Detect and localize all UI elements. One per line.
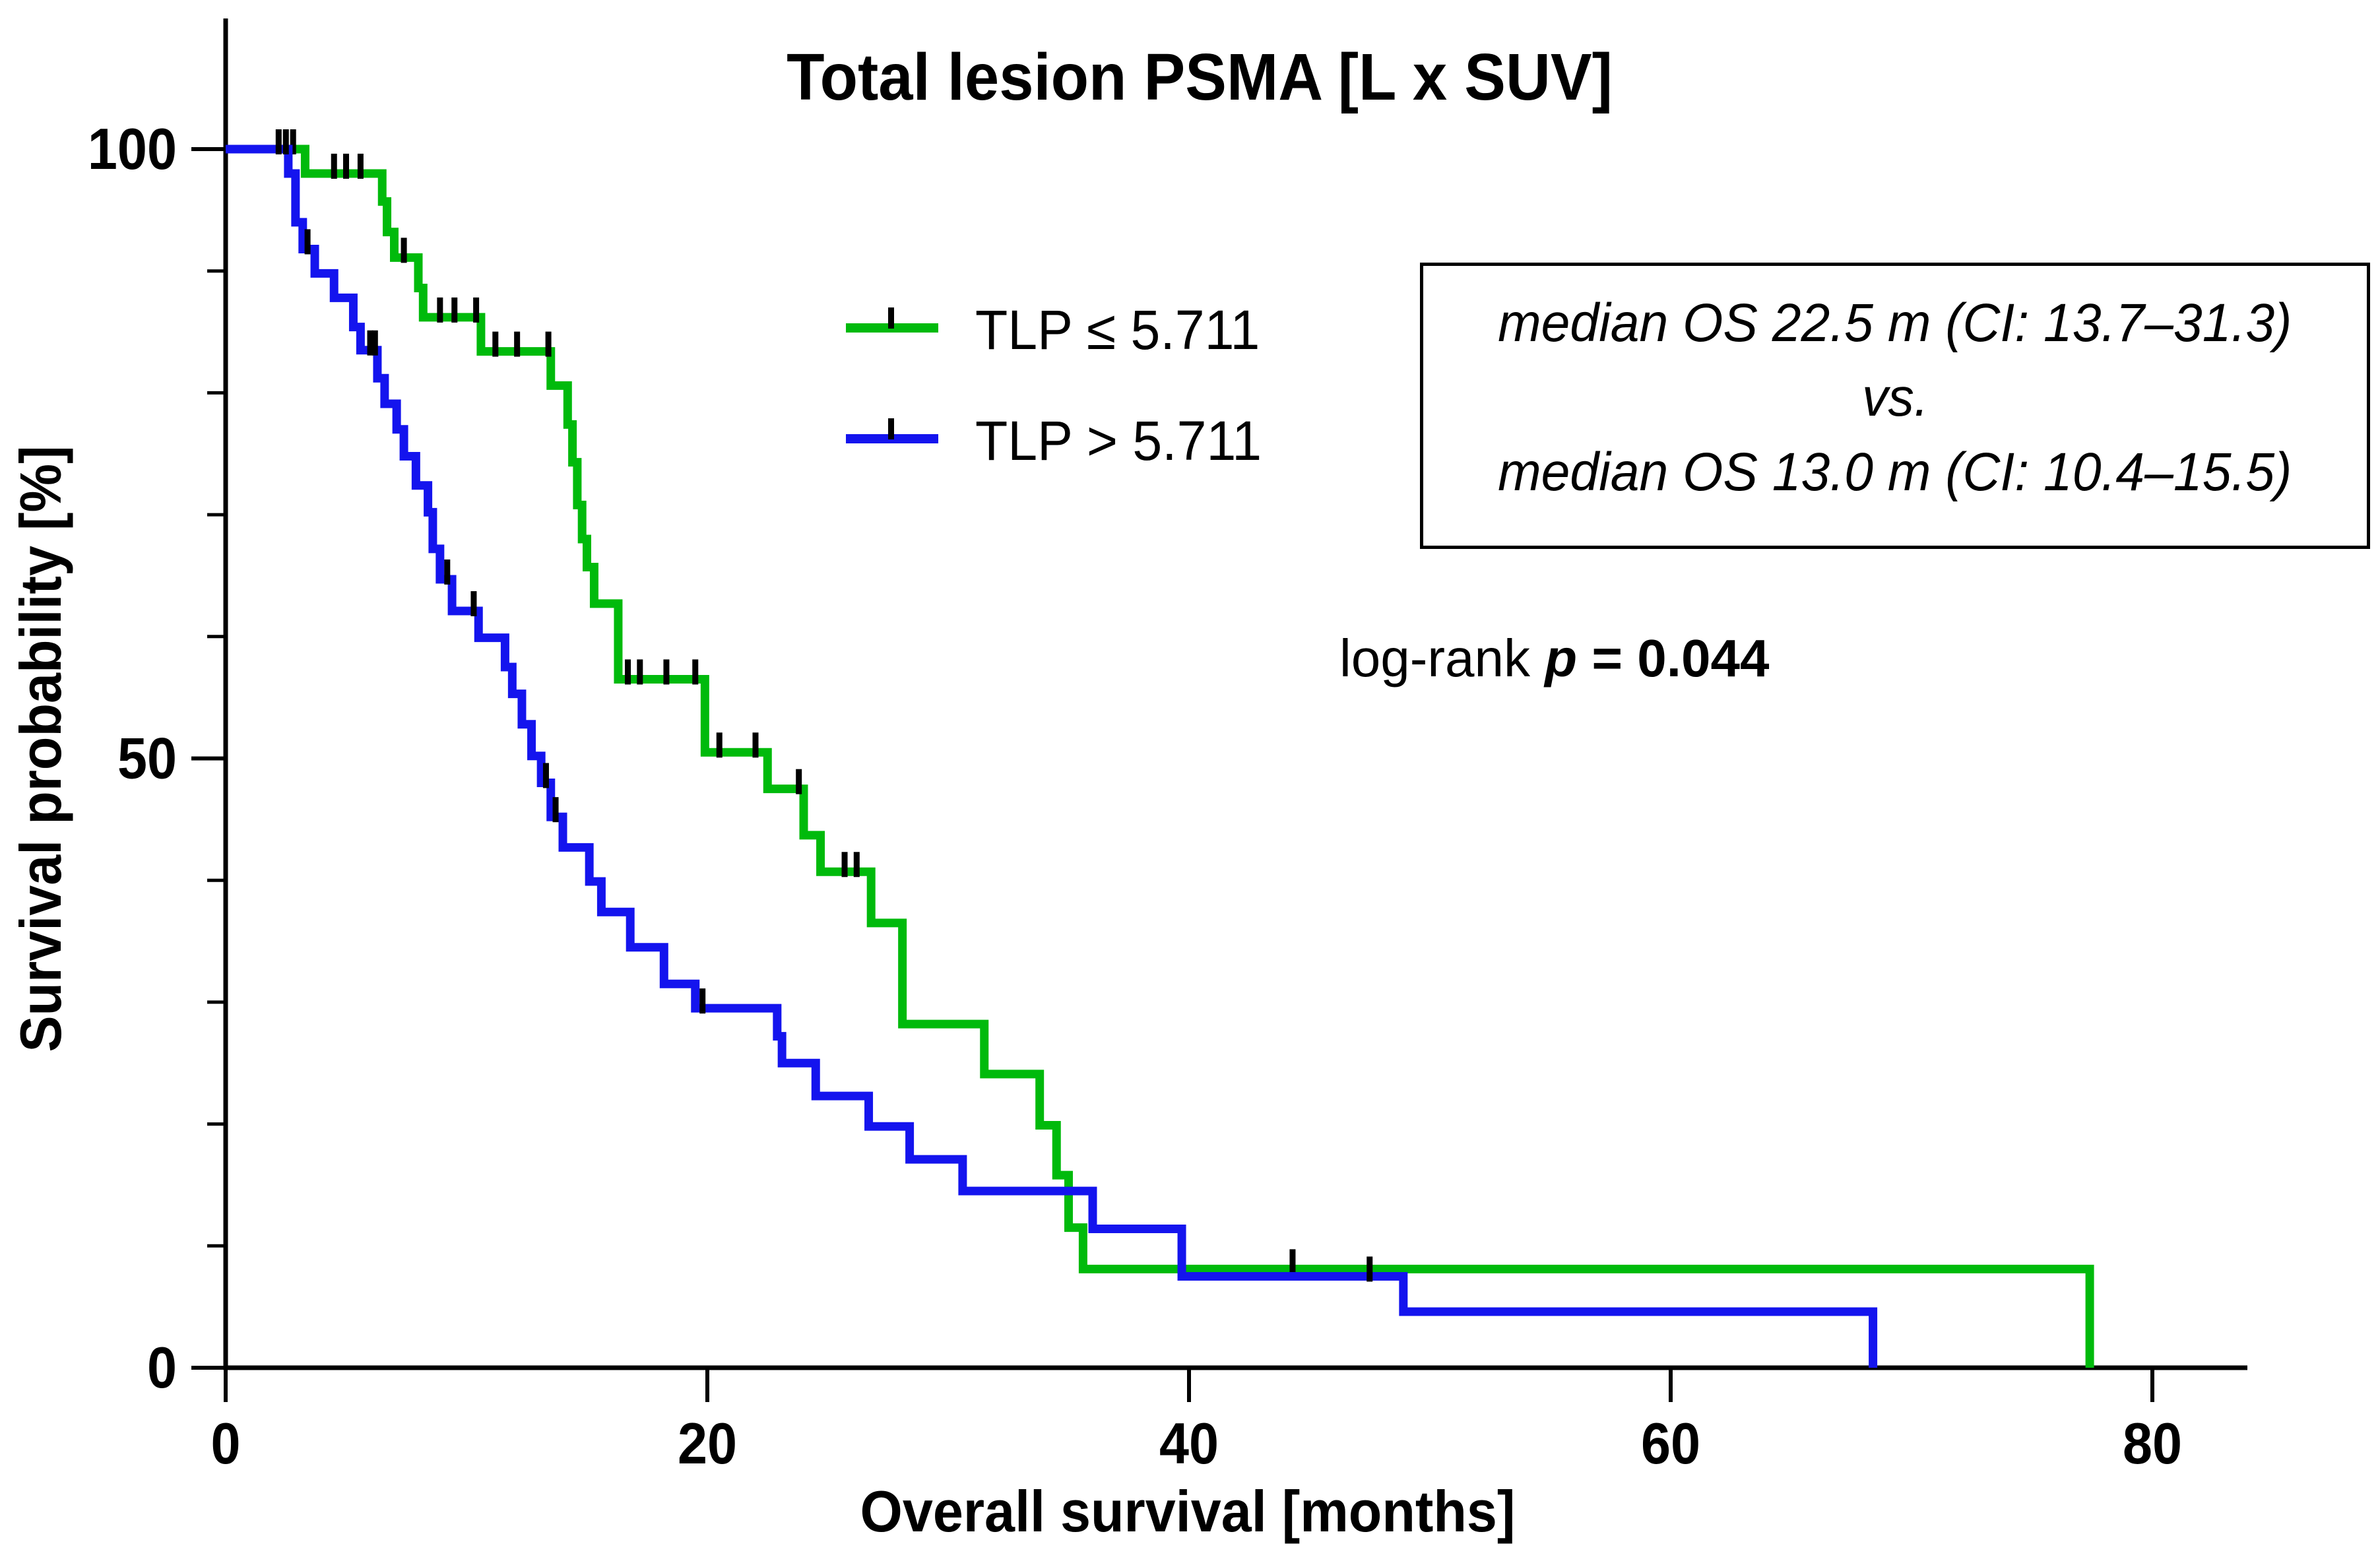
censor-tick-tlp-low-2 <box>343 153 349 179</box>
censor-tick-tlp-low-1 <box>331 153 337 179</box>
censor-tick-tlp-low-8 <box>492 331 499 357</box>
y-tick-label-50: 50 <box>117 725 177 790</box>
y-tick-label-100: 100 <box>88 116 177 181</box>
censor-tick-tlp-high-8 <box>552 797 559 823</box>
x-tick-label-80: 80 <box>2123 1411 2182 1476</box>
censor-tick-tlp-high-2 <box>304 229 311 255</box>
censor-tick-tlp-low-10 <box>545 331 552 357</box>
censor-tick-tlp-low-15 <box>716 732 723 758</box>
y-tick-label-0: 0 <box>147 1335 177 1400</box>
censor-tick-tlp-high-7 <box>542 763 549 788</box>
censor-tick-tlp-high-9 <box>699 988 706 1014</box>
median-os-line-2: median OS 13.0 m (CI: 10.4–15.5) <box>1498 442 2292 502</box>
censor-tick-tlp-low-16 <box>752 732 759 758</box>
censor-tick-tlp-high-0 <box>275 129 282 154</box>
censor-tick-tlp-low-20 <box>1289 1249 1296 1275</box>
censor-tick-tlp-low-9 <box>514 331 521 357</box>
x-tick-label-20: 20 <box>678 1411 737 1476</box>
censor-tick-tlp-low-12 <box>637 659 643 685</box>
censor-tick-tlp-low-4 <box>401 238 407 263</box>
log-rank-prefix: log-rank <box>1339 629 1545 688</box>
censor-tick-tlp-low-18 <box>841 852 848 878</box>
legend-label-tlp-low: TLP ≤ 5.711 <box>975 299 1260 361</box>
x-tick-label-40: 40 <box>1159 1411 1219 1476</box>
log-rank-p-value: = 0.044 <box>1577 629 1770 688</box>
censor-tick-tlp-low-6 <box>451 297 458 323</box>
censor-tick-tlp-high-1 <box>282 129 289 154</box>
censor-tick-tlp-high-6 <box>470 591 477 617</box>
censor-tick-tlp-high-4 <box>371 330 378 356</box>
censor-tick-tlp-low-17 <box>796 769 802 794</box>
median-os-line-1: median OS 22.5 m (CI: 13.7–31.3) <box>1498 293 2292 353</box>
median-os-vs: vs. <box>1861 368 1929 428</box>
legend-censor-tick-high <box>888 418 894 439</box>
censor-tick-tlp-high-5 <box>444 559 451 585</box>
censor-tick-tlp-high-3 <box>367 330 373 356</box>
survival-curve-tlp-low <box>226 144 2094 1368</box>
censor-tick-tlp-low-11 <box>625 659 631 685</box>
legend-label-tlp-high: TLP > 5.711 <box>975 410 1262 472</box>
censor-tick-tlp-high-10 <box>1367 1256 1373 1282</box>
log-rank-annotation: log-rank p = 0.044 <box>1339 628 1770 689</box>
legend-censor-tick-low <box>888 307 894 329</box>
x-tick-label-0: 0 <box>210 1411 240 1476</box>
median-os-stats-box: median OS 22.5 m (CI: 13.7–31.3) vs. med… <box>1420 263 2370 549</box>
censor-tick-tlp-low-5 <box>437 297 443 323</box>
x-axis-title: Overall survival [months] <box>860 1479 1516 1544</box>
censor-tick-tlp-low-3 <box>357 153 364 179</box>
censor-tick-tlp-low-7 <box>473 297 480 323</box>
x-tick-label-60: 60 <box>1641 1411 1700 1476</box>
survival-curve-tlp-high <box>226 144 1878 1368</box>
censor-tick-tlp-low-0 <box>290 129 296 154</box>
log-rank-p-symbol: p <box>1545 629 1578 688</box>
censor-tick-tlp-low-14 <box>692 659 699 685</box>
chart-title: Total lesion PSMA [L x SUV] <box>787 40 1613 114</box>
censor-tick-tlp-low-13 <box>663 659 670 685</box>
y-axis-title: Survival probability [%] <box>8 445 73 1052</box>
censor-tick-tlp-low-19 <box>853 852 860 878</box>
